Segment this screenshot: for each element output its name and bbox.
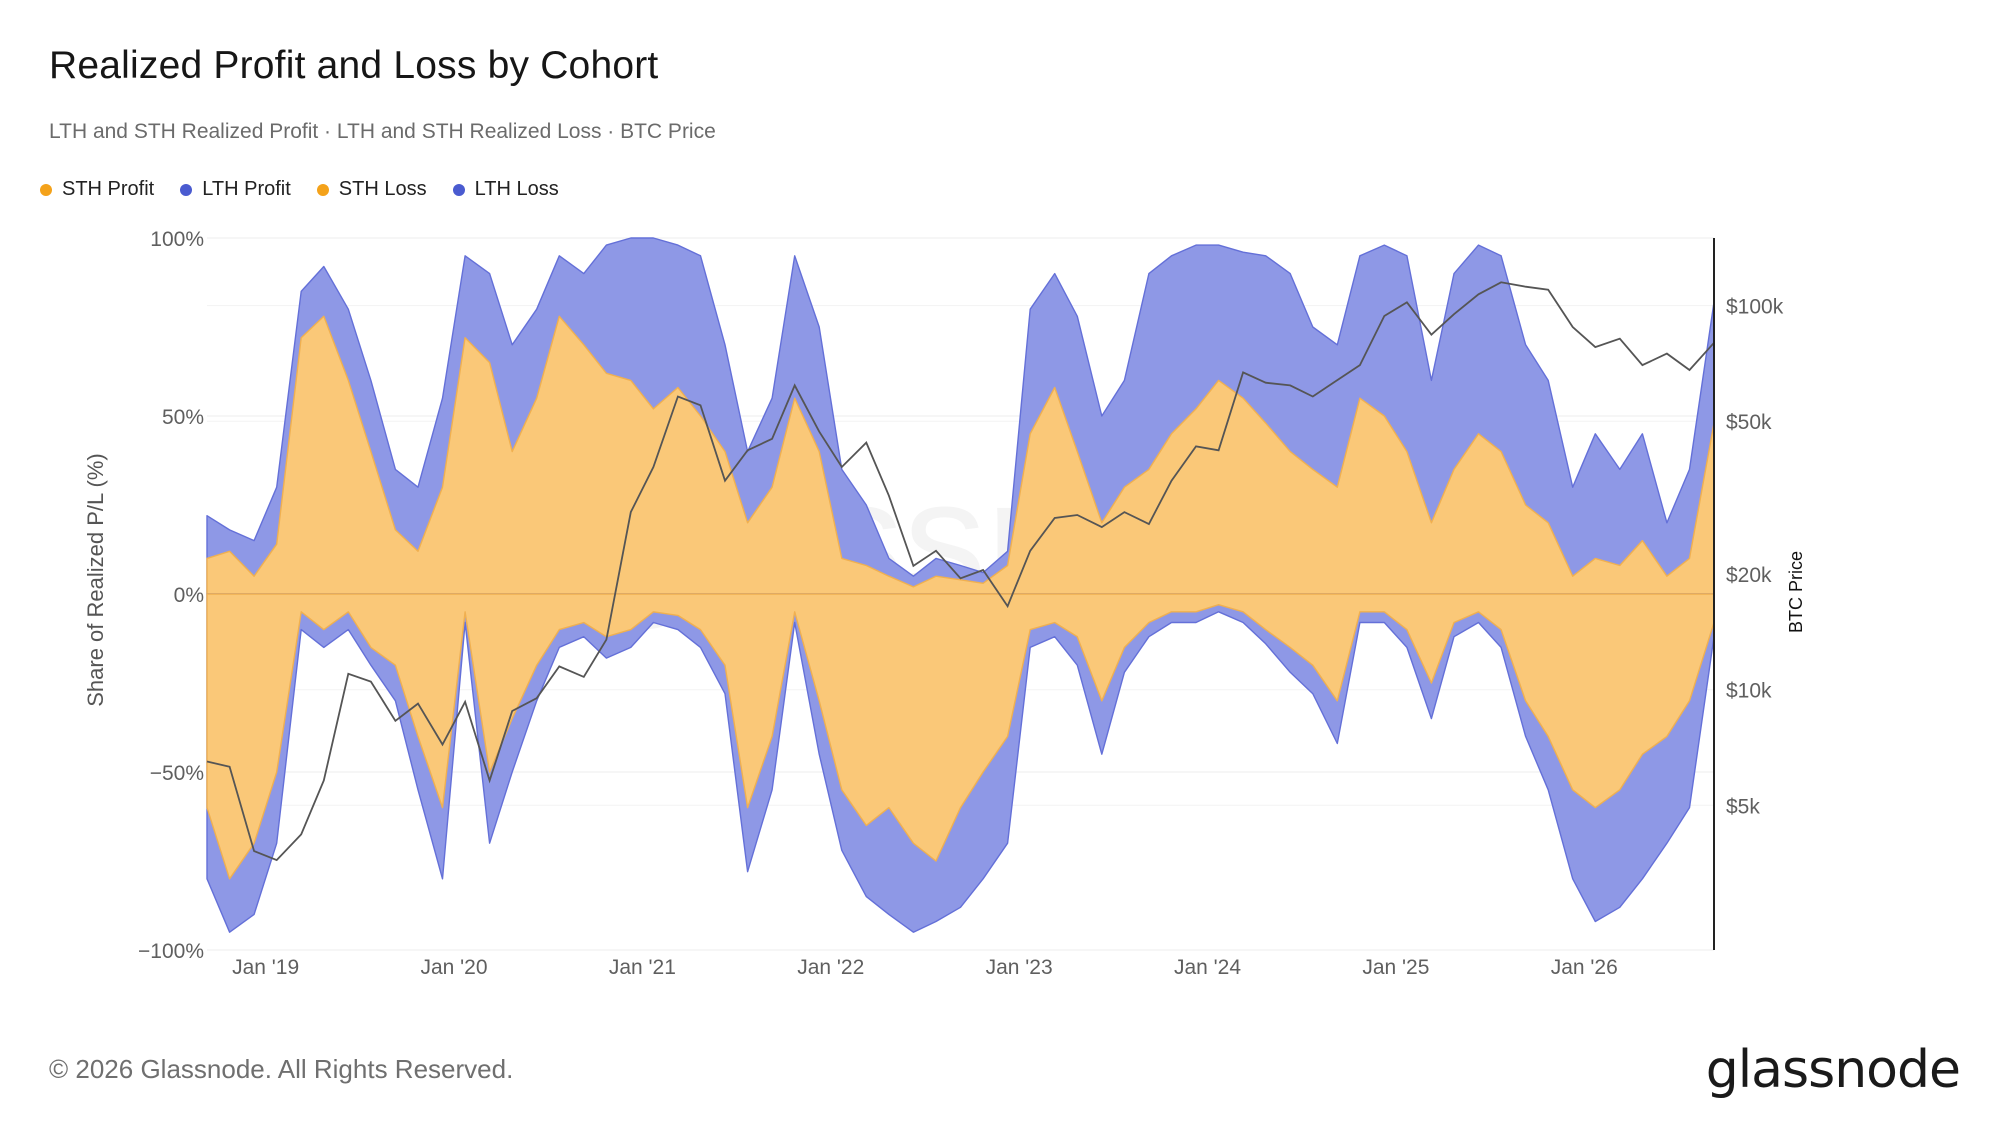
legend-swatch — [316, 183, 329, 196]
y-axis-label: Share of Realized P/L (%) — [83, 453, 108, 707]
legend-item-sth-loss[interactable]: STH Loss — [316, 178, 427, 201]
legend-label: LTH Loss — [474, 178, 559, 200]
x-tick-label: Jan '26 — [1551, 956, 1618, 979]
axes: 100% 50% 0% −50% −100% $100k $50k $20k $10k $5k Ja… — [138, 228, 1784, 979]
y-tick-label: −50% — [150, 762, 204, 785]
y-tick-label: 100% — [150, 228, 204, 251]
x-tick-label: Jan '19 — [232, 956, 299, 979]
x-tick-label: Jan '20 — [420, 956, 487, 979]
x-tick-label: Jan '23 — [986, 956, 1053, 979]
y-tick-label: 50% — [162, 406, 204, 429]
legend-item-sth-profit[interactable]: STH Profit — [40, 178, 154, 201]
legend-label: STH Profit — [62, 178, 155, 200]
price-series — [206, 281, 1715, 862]
x-tick-label: Jan '22 — [797, 956, 864, 979]
y2-tick-label: $20k — [1726, 564, 1772, 587]
btc-price-line — [206, 281, 1715, 862]
y2-tick-label: $50k — [1726, 411, 1772, 434]
legend-label: LTH Profit — [202, 178, 291, 200]
y2-axis-label: BTC Price — [1786, 551, 1806, 633]
y2-tick-label: $10k — [1726, 680, 1772, 703]
chart-subtitle: LTH and STH Realized Profit · LTH and ST… — [49, 120, 716, 143]
chart-area[interactable]: glassnode 100%50%0%−50%−100%$100k$50k$20… — [0, 0, 2000, 1010]
y2-tick-label: $100k — [1726, 296, 1784, 319]
legend-label: STH Loss — [338, 178, 427, 200]
legend-item-lth-profit[interactable]: LTH Profit — [180, 178, 291, 201]
chart-title: Realized Profit and Loss by Cohort — [49, 44, 659, 87]
legend-swatch — [180, 183, 193, 196]
legend: STH Profit LTH Profit STH Loss LTH Loss — [40, 178, 559, 201]
legend-swatch — [452, 183, 465, 196]
legend-swatch — [40, 183, 52, 196]
copyright: © 2026 Glassnode. All Rights Reserved. — [49, 1054, 514, 1084]
y-tick-label: 0% — [174, 584, 204, 607]
brand-logo: glassnode — [1705, 1040, 1961, 1100]
x-tick-label: Jan '24 — [1174, 956, 1241, 979]
y-tick-label: −100% — [138, 940, 204, 963]
series-areas — [206, 237, 1715, 933]
x-tick-label: Jan '25 — [1362, 956, 1429, 979]
x-tick-label: Jan '21 — [609, 956, 676, 979]
y2-tick-label: $5k — [1726, 795, 1760, 818]
legend-item-lth-loss[interactable]: LTH Loss — [452, 178, 559, 201]
